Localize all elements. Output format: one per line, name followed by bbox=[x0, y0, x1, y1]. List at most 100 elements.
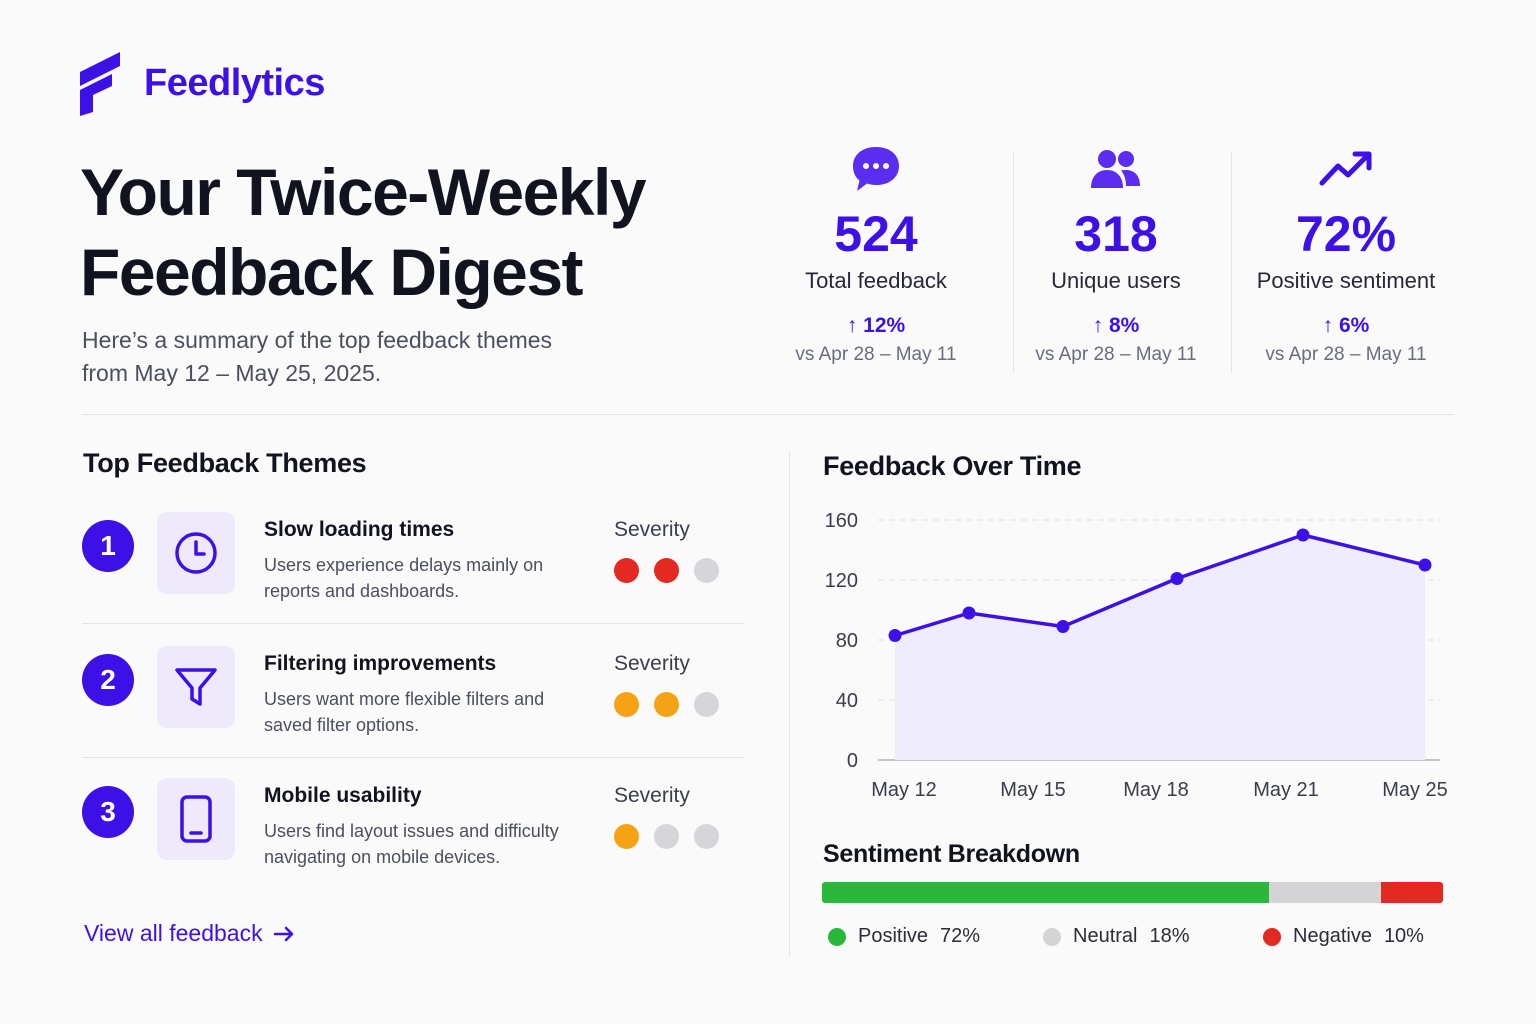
data-point bbox=[1056, 620, 1070, 633]
stat-value: 72% bbox=[1295, 206, 1397, 262]
page-title-line-2: Feedback Digest bbox=[80, 235, 584, 309]
severity-dot bbox=[694, 558, 719, 583]
data-point bbox=[962, 606, 976, 620]
severity-dots bbox=[614, 558, 719, 583]
page-subtitle: Here’s a summary of the top feedback the… bbox=[82, 324, 642, 390]
legend-dot-positive bbox=[828, 927, 846, 946]
legend-label: Positive bbox=[858, 925, 929, 947]
series-area bbox=[895, 535, 1425, 760]
theme-item[interactable]: 3 Mobile usability Users find layout iss… bbox=[82, 778, 744, 878]
sentiment-title: Sentiment Breakdown bbox=[823, 840, 1080, 868]
legend-negative: Negative 10% bbox=[1263, 925, 1424, 948]
data-point bbox=[1170, 572, 1184, 585]
severity-label: Severity bbox=[614, 652, 690, 675]
stat-label: Positive sentiment bbox=[1256, 268, 1436, 293]
theme-rank-badge: 2 bbox=[82, 654, 134, 706]
stat-positive-sentiment: 72% Positive sentiment ↑ 6% vs Apr 28 – … bbox=[1246, 142, 1446, 366]
y-tick-label: 120 bbox=[825, 570, 858, 592]
theme-rank-badge: 1 bbox=[82, 520, 134, 572]
legend-value: 10% bbox=[1383, 925, 1424, 947]
stat-delta-value: 6% bbox=[1338, 314, 1370, 337]
stat-delta-value: 12% bbox=[863, 314, 906, 337]
x-tick-label: May 21 bbox=[1253, 779, 1319, 801]
column-divider bbox=[789, 452, 790, 956]
theme-divider bbox=[82, 757, 744, 758]
legend-dot-neutral bbox=[1043, 927, 1061, 946]
severity-dot bbox=[654, 824, 679, 849]
x-tick-label: May 18 bbox=[1123, 779, 1189, 801]
data-point bbox=[1418, 558, 1432, 572]
stat-delta: ↑ 12% bbox=[846, 314, 906, 337]
y-tick-label: 160 bbox=[825, 510, 858, 532]
arrow-right-icon bbox=[273, 926, 293, 941]
theme-divider bbox=[82, 623, 744, 624]
mobile-phone-icon bbox=[180, 795, 212, 843]
stat-delta-value: 8% bbox=[1108, 314, 1140, 337]
theme-item[interactable]: 2 Filtering improvements Users want more… bbox=[82, 646, 744, 746]
feedlytics-logo-icon bbox=[80, 52, 120, 116]
brand-name: Feedlytics bbox=[144, 61, 325, 104]
y-tick-label: 40 bbox=[836, 690, 858, 712]
legend-value: 72% bbox=[940, 925, 981, 947]
theme-icon-tile bbox=[157, 512, 235, 594]
stat-delta: ↑ 8% bbox=[1092, 314, 1140, 337]
severity-dot bbox=[654, 692, 679, 717]
severity-dot bbox=[694, 824, 719, 849]
page-title-line-1: Your Twice-Weekly bbox=[80, 155, 647, 229]
filter-icon bbox=[175, 668, 217, 706]
theme-title: Slow loading times bbox=[264, 518, 455, 541]
theme-icon-tile bbox=[157, 778, 235, 860]
legend-value: 18% bbox=[1149, 925, 1190, 947]
theme-title: Mobile usability bbox=[264, 784, 422, 807]
stat-compare: vs Apr 28 – May 11 bbox=[795, 344, 957, 365]
sentiment-segment-negative bbox=[1380, 882, 1443, 903]
page-subtitle-line-1: Here’s a summary of the top feedback the… bbox=[82, 327, 553, 353]
severity-label: Severity bbox=[614, 518, 690, 541]
x-tick-label: May 25 bbox=[1382, 779, 1448, 801]
stat-delta: ↑ 6% bbox=[1322, 314, 1370, 337]
feedback-over-time-chart: 0 40 80 120 160 May 12 May 15 May 18 May 21 May 2… bbox=[825, 510, 1448, 801]
users-icon bbox=[1091, 150, 1140, 188]
trend-up-icon bbox=[1319, 151, 1372, 186]
view-all-feedback-link[interactable]: View all feedback bbox=[84, 920, 295, 947]
legend-label: Negative bbox=[1293, 925, 1372, 947]
data-point bbox=[888, 629, 902, 642]
brand: Feedlytics bbox=[80, 50, 325, 116]
data-point bbox=[1296, 528, 1310, 542]
severity-dots bbox=[614, 824, 719, 849]
theme-title: Filtering improvements bbox=[264, 652, 497, 675]
severity-dot bbox=[614, 558, 639, 583]
theme-item[interactable]: 1 Slow loading times Users experience de… bbox=[82, 512, 744, 612]
y-tick-label: 0 bbox=[847, 750, 858, 772]
legend-label: Neutral bbox=[1073, 925, 1138, 947]
sentiment-bar bbox=[822, 882, 1443, 903]
legend-neutral: Neutral 18% bbox=[1043, 925, 1190, 948]
severity-dot bbox=[614, 692, 639, 717]
chat-bubble-icon bbox=[853, 147, 899, 191]
stat-label: Unique users bbox=[1051, 268, 1181, 293]
severity-dots bbox=[614, 692, 719, 717]
theme-description: Users find layout issues and difficulty … bbox=[264, 821, 559, 867]
chart-title: Feedback Over Time bbox=[823, 451, 1082, 481]
severity-label: Severity bbox=[614, 784, 690, 807]
stat-value: 524 bbox=[834, 206, 918, 262]
severity-dot bbox=[694, 692, 719, 717]
stat-label: Total feedback bbox=[805, 268, 947, 293]
sentiment-segment-neutral bbox=[1269, 882, 1381, 903]
sentiment-segment-positive bbox=[822, 882, 1270, 903]
severity-dot bbox=[654, 558, 679, 583]
theme-description: Users want more flexible filters and sav… bbox=[264, 689, 545, 735]
header-divider bbox=[82, 414, 1454, 415]
theme-rank-badge: 3 bbox=[82, 786, 134, 838]
theme-description: Users experience delays mainly on report… bbox=[264, 555, 544, 601]
stat-divider bbox=[1231, 152, 1232, 372]
page-title: Your Twice-Weekly Feedback Digest bbox=[80, 152, 780, 312]
themes-title: Top Feedback Themes bbox=[83, 448, 367, 478]
stat-compare: vs Apr 28 – May 11 bbox=[1265, 344, 1427, 365]
x-tick-label: May 15 bbox=[1000, 779, 1066, 801]
y-tick-label: 80 bbox=[836, 630, 858, 652]
stat-divider bbox=[1013, 152, 1014, 372]
view-all-label: View all feedback bbox=[84, 920, 263, 946]
page-subtitle-line-2: from May 12 – May 25, 2025. bbox=[82, 360, 382, 386]
stat-value: 318 bbox=[1074, 206, 1158, 262]
